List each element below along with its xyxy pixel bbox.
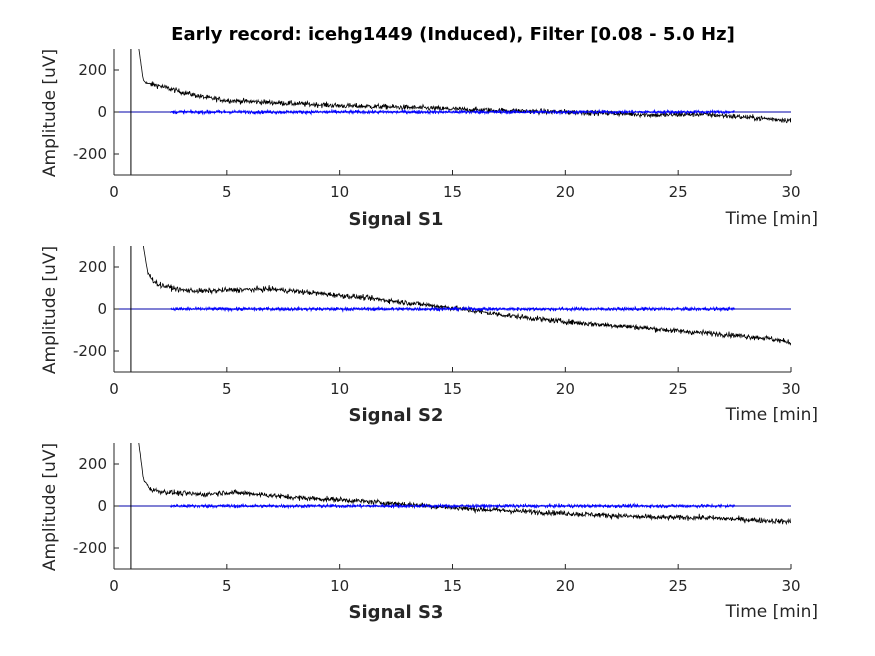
y-axis-label: Amplitude [uV] (40, 49, 60, 177)
x-tick-label: 30 (781, 577, 800, 595)
panel-signal-s1: Amplitude [uV] Time [min] Signal S1 0 5 10… (40, 49, 818, 230)
x-axis-label: Time [min] (725, 209, 818, 229)
x-tick-label: 15 (443, 183, 462, 201)
y-tick-label: -200 (73, 539, 107, 557)
y-tick-label: -200 (73, 342, 107, 360)
x-axis-label: Time [min] (725, 405, 818, 425)
x-tick-label: 15 (443, 577, 462, 595)
x-tick-label: 5 (222, 183, 232, 201)
x-tick-label: 10 (330, 380, 349, 398)
x-tick-label: 10 (330, 577, 349, 595)
x-tick-label: 10 (330, 183, 349, 201)
x-tick-label: 5 (222, 380, 232, 398)
x-tick-label: 15 (443, 380, 462, 398)
signal-filtered-line (170, 305, 735, 313)
plot-area (114, 246, 791, 346)
signal-raw-line (143, 246, 791, 346)
x-tick-label: 25 (669, 183, 688, 201)
y-tick-label: 200 (78, 258, 107, 276)
y-axis-label: Amplitude [uV] (40, 246, 60, 374)
x-tick-label: 0 (109, 577, 119, 595)
signal-filtered-line (170, 108, 735, 116)
y-tick-label: 200 (78, 455, 107, 473)
signal-raw-line (138, 443, 791, 526)
x-tick-label: 5 (222, 577, 232, 595)
x-tick-label: 0 (109, 380, 119, 398)
x-axis-label: Time [min] (725, 602, 818, 622)
x-tick-label: 20 (556, 577, 575, 595)
panel-signal-s2: Amplitude [uV] Time [min] Signal S2 0 5 10… (40, 246, 818, 426)
x-tick-label: 20 (556, 380, 575, 398)
x-tick-label: 30 (781, 380, 800, 398)
panel-label: Signal S3 (349, 602, 444, 623)
panel-label: Signal S2 (349, 405, 444, 426)
y-tick-label: 0 (97, 497, 107, 515)
x-tick-label: 20 (556, 183, 575, 201)
signal-raw-line (138, 49, 791, 124)
y-tick-label: 200 (78, 61, 107, 79)
signal-filtered-line (170, 502, 735, 510)
y-tick-label: 0 (97, 300, 107, 318)
x-tick-label: 25 (669, 380, 688, 398)
plot-area (114, 443, 791, 526)
panel-signal-s3: Amplitude [uV] Time [min] Signal S3 0 5 10… (40, 443, 818, 623)
y-tick-label: -200 (73, 145, 107, 163)
x-tick-label: 25 (669, 577, 688, 595)
x-tick-label: 30 (781, 183, 800, 201)
plot-area (114, 49, 791, 124)
chart-title: Early record: icehg1449 (Induced), Filte… (171, 24, 735, 45)
y-axis-label: Amplitude [uV] (40, 443, 60, 571)
y-tick-label: 0 (97, 103, 107, 121)
panel-label: Signal S1 (349, 209, 444, 230)
x-tick-label: 0 (109, 183, 119, 201)
